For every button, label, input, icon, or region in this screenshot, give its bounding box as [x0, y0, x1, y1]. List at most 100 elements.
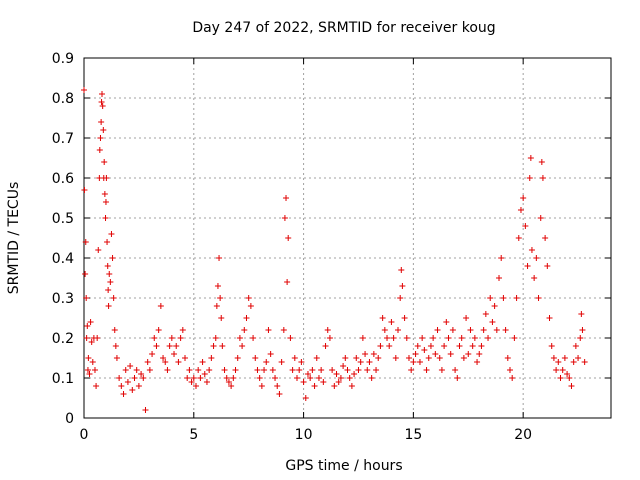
data-point: [94, 335, 101, 341]
data-point: [106, 271, 113, 277]
data-point: [550, 355, 557, 361]
data-point: [243, 315, 250, 321]
data-point: [427, 343, 434, 349]
data-point: [384, 335, 391, 341]
data-point: [216, 255, 223, 261]
data-point: [506, 367, 513, 373]
data-point: [386, 343, 393, 349]
data-point: [390, 335, 397, 341]
data-point: [304, 371, 311, 377]
x-axis-label: GPS time / hours: [285, 458, 402, 474]
data-point: [283, 195, 290, 201]
x-tick-label: 5: [189, 427, 198, 443]
data-point: [405, 355, 412, 361]
data-point: [335, 379, 342, 385]
data-point: [197, 375, 204, 381]
y-tick-label: 0.9: [52, 51, 74, 67]
data-point: [124, 379, 131, 385]
data-point: [388, 319, 395, 325]
data-point: [324, 327, 331, 333]
data-point: [412, 351, 419, 357]
data-point: [465, 351, 472, 357]
data-point: [502, 327, 509, 333]
data-point: [261, 367, 268, 373]
data-point: [353, 355, 360, 361]
y-tick-label: 0: [65, 411, 74, 427]
data-point: [364, 367, 371, 373]
data-point: [469, 343, 476, 349]
x-tick-labels: 0 5 10 15 20: [80, 427, 533, 443]
data-point: [104, 239, 111, 245]
data-point: [430, 335, 437, 341]
data-point: [401, 315, 408, 321]
data-point: [557, 375, 564, 381]
data-point: [291, 355, 298, 361]
data-point: [436, 355, 443, 361]
data-point: [87, 319, 94, 325]
data-point: [101, 159, 108, 165]
data-point: [192, 383, 199, 389]
data-point: [102, 199, 109, 205]
data-point: [99, 91, 106, 97]
data-point: [443, 319, 450, 325]
data-point: [155, 327, 162, 333]
data-point: [96, 147, 103, 153]
data-point: [236, 335, 243, 341]
data-point: [127, 363, 134, 369]
data-point: [359, 335, 366, 341]
data-point: [570, 359, 577, 365]
data-point: [476, 351, 483, 357]
data-point: [474, 359, 481, 365]
data-point: [245, 295, 252, 301]
data-point: [522, 223, 529, 229]
data-point: [326, 335, 333, 341]
data-point: [340, 363, 347, 369]
y-tick-label: 0.6: [52, 171, 74, 187]
data-point: [421, 347, 428, 353]
data-point: [217, 295, 224, 301]
data-point: [82, 271, 89, 277]
data-point: [160, 355, 167, 361]
data-point: [250, 335, 257, 341]
data-point: [153, 343, 160, 349]
data-point: [177, 335, 184, 341]
data-point: [329, 367, 336, 373]
data-point: [258, 383, 265, 389]
data-point: [438, 367, 445, 373]
x-tick-label: 15: [404, 427, 422, 443]
data-point: [348, 383, 355, 389]
data-point: [296, 367, 303, 373]
y-tick-label: 0.5: [52, 211, 74, 227]
data-point: [218, 315, 225, 321]
data-point: [274, 383, 281, 389]
data-point: [173, 343, 180, 349]
data-point: [555, 359, 562, 365]
data-point: [228, 383, 235, 389]
data-point: [355, 367, 362, 373]
data-point: [478, 343, 485, 349]
y-axis-label: SRMTID / TECUs: [6, 182, 22, 295]
data-point: [542, 235, 549, 241]
data-point: [533, 255, 540, 261]
data-point: [544, 263, 551, 269]
data-point: [578, 311, 585, 317]
data-point: [188, 379, 195, 385]
data-point: [110, 295, 117, 301]
data-point: [190, 375, 197, 381]
data-point: [212, 335, 219, 341]
data-point: [239, 343, 246, 349]
data-point: [517, 207, 524, 213]
data-point: [120, 391, 127, 397]
data-point: [232, 367, 239, 373]
data-point: [333, 371, 340, 377]
data-point: [112, 343, 119, 349]
data-point: [142, 407, 149, 413]
data-point: [381, 327, 388, 333]
data-point: [419, 335, 426, 341]
data-point: [247, 303, 254, 309]
data-point: [146, 367, 153, 373]
plot-frame: [83, 57, 612, 419]
data-point: [496, 275, 503, 281]
data-point: [539, 175, 546, 181]
y-tick-label: 0.2: [52, 331, 74, 347]
